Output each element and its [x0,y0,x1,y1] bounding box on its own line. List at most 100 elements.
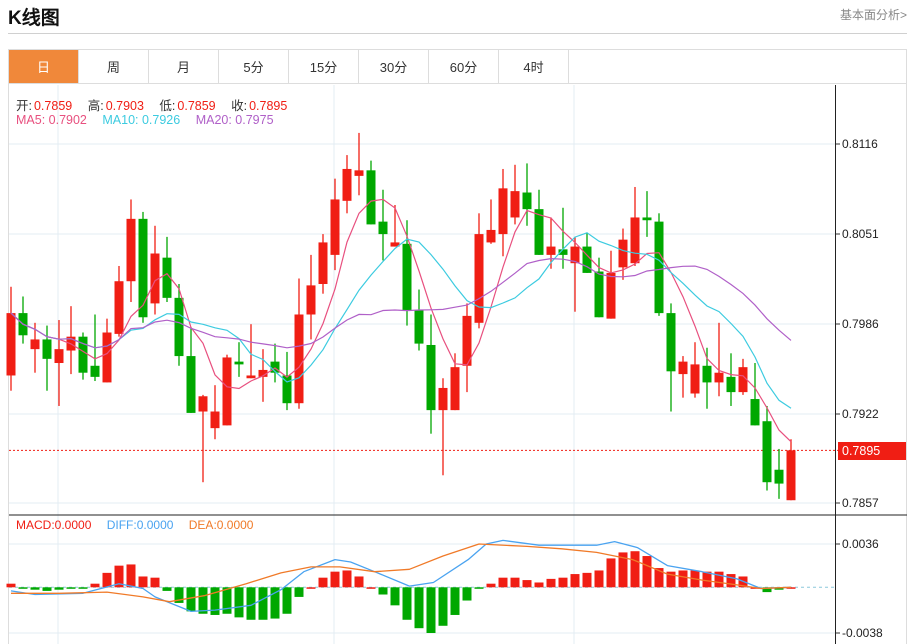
candle-body [6,313,16,376]
candle-body [714,372,724,383]
macd-bar [126,564,136,588]
macd-bar [18,587,28,589]
high-value: 0.7903 [105,99,144,113]
candle-body [702,365,712,383]
ma10-value: MA10: 0.7926 [102,113,181,127]
candle-body [546,246,556,255]
open-value: 0.7859 [33,99,73,113]
candle-body [414,310,424,344]
candle-body [78,336,88,373]
macd-bar [378,587,388,595]
price-tick: 0.8051 [842,227,879,241]
candle-body [582,246,592,273]
candle-body [402,243,412,311]
ma10-line [10,232,792,409]
dea-value: DEA:0.0000 [188,518,254,532]
low-value: 0.7859 [177,99,216,113]
ohlc-legend: 开: 0.7859 高: 0.7903 低: 0.7859 收: 0.7895 [16,95,289,114]
macd-bar [450,587,460,615]
candle-body [102,332,112,383]
tab-5min[interactable]: 5分 [219,50,289,83]
candle-body [618,239,628,268]
macd-bar [678,570,688,588]
candle-body [450,367,460,411]
macd-value: MACD:0.0000 [16,518,92,532]
macd-bar [342,570,352,588]
candle-body [378,221,388,235]
macd-bar [462,587,472,601]
candle-body [438,387,448,411]
macd-bar [786,587,796,589]
candle-body [630,217,640,264]
macd-bar [66,587,76,589]
macd-bar [270,587,280,619]
tab-week[interactable]: 周 [79,50,149,83]
macd-bar [186,587,196,612]
macd-bar [426,587,436,633]
fundamental-analysis-link[interactable]: 基本面分析> [839,8,907,22]
macd-bar [762,587,772,593]
candle-body [294,314,304,404]
candle-body [570,246,580,264]
tab-month[interactable]: 月 [149,50,219,83]
candle-body [366,170,376,225]
macd-bar [114,565,124,588]
macd-bar [654,568,664,588]
candle-body [558,249,568,255]
macd-bar [78,587,88,589]
candle-body [606,272,616,319]
period-tabs: 日 周 月 5分 15分 30分 60分 4时 [8,49,907,84]
macd-bar [54,587,64,590]
candle-body [522,192,532,210]
macd-bar [546,578,556,588]
candle-body [174,297,184,357]
candle-body [54,349,64,364]
candle-body [222,357,232,426]
ma20-line [10,257,792,349]
tab-day[interactable]: 日 [9,50,79,83]
candle-body [786,450,796,501]
candle-body [258,369,268,377]
macd-bar [774,587,784,590]
macd-bar [702,571,712,588]
candle-body [234,361,244,365]
tab-30min[interactable]: 30分 [359,50,429,83]
candle-body [750,399,760,426]
macd-bar [282,587,292,614]
candle-body [282,375,292,404]
candle-body [510,191,520,218]
candle-body [162,257,172,298]
candle-body [150,253,160,304]
candle-body [426,344,436,411]
candle-body [534,209,544,255]
macd-bar [318,577,328,588]
macd-bar [594,570,604,588]
candle-body [90,365,100,377]
close-value: 0.7895 [249,99,288,113]
macd-bar [234,587,244,618]
candle-body [474,234,484,323]
candle-body [678,361,688,375]
candle-body [42,339,52,359]
macd-bar [42,587,52,591]
macd-bar [102,572,112,588]
high-label: 高: [87,99,104,113]
macd-legend: MACD:0.0000 DIFF:0.0000 DEA:0.0000 [16,518,255,532]
macd-bar [438,587,448,626]
macd-bar [558,577,568,588]
macd-bar [630,551,640,588]
macd-bar [486,583,496,588]
tab-60min[interactable]: 60分 [429,50,499,83]
macd-tick: 0.0036 [842,537,879,551]
candle-body [486,229,496,243]
diff-value: DIFF:0.0000 [106,518,174,532]
macd-bar [642,556,652,588]
tab-15min[interactable]: 15分 [289,50,359,83]
candle-body [306,285,316,315]
tab-4hour[interactable]: 4时 [499,50,569,83]
candle-body [198,396,208,412]
macd-bar [258,587,268,620]
open-label: 开: [16,99,32,113]
